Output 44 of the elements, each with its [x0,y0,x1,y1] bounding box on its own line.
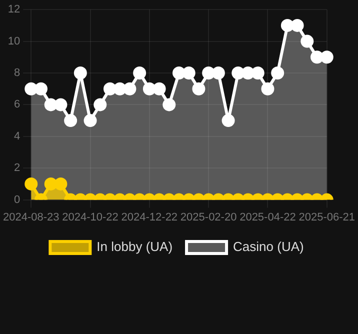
y-tick-label: 0 [14,194,20,206]
point [113,82,126,96]
point [54,98,68,112]
point [300,34,314,48]
point [251,66,264,80]
point [242,66,255,80]
point [172,66,186,80]
point [320,50,334,64]
y-tick-label: 8 [14,67,20,80]
x-tick-label: 2025-04-22 [240,211,296,224]
point [162,98,176,112]
point [182,66,196,80]
point [24,82,38,96]
x-tick-label: 2024-08-23 [2,211,60,224]
point [310,50,324,64]
x-tick-label: 2024-10-22 [62,211,118,224]
point [103,82,116,96]
y-tick-label: 6 [14,98,20,111]
point [222,114,235,128]
point [34,82,48,96]
point [44,98,58,112]
point [84,114,97,128]
x-tick-label: 2025-06-21 [298,211,356,224]
point [232,66,245,80]
point [123,82,136,96]
point [152,82,166,96]
point [271,66,284,80]
point [94,98,107,112]
point [74,66,87,80]
point [261,82,274,96]
point [133,66,146,80]
point [142,82,156,96]
y-tick-label: 10 [8,35,20,48]
point [192,82,206,96]
x-tick-label: 2025-02-20 [180,211,237,224]
y-tick-label: 2 [14,162,20,174]
legend-label: Casino (UA) [233,239,304,254]
point [202,66,216,80]
legend-label: In lobby (UA) [96,239,173,254]
point [64,114,78,128]
y-tick-label: 4 [14,130,20,142]
y-tick-label: 12 [8,4,20,16]
point [212,66,225,80]
x-tick-label: 2024-12-22 [121,211,178,224]
